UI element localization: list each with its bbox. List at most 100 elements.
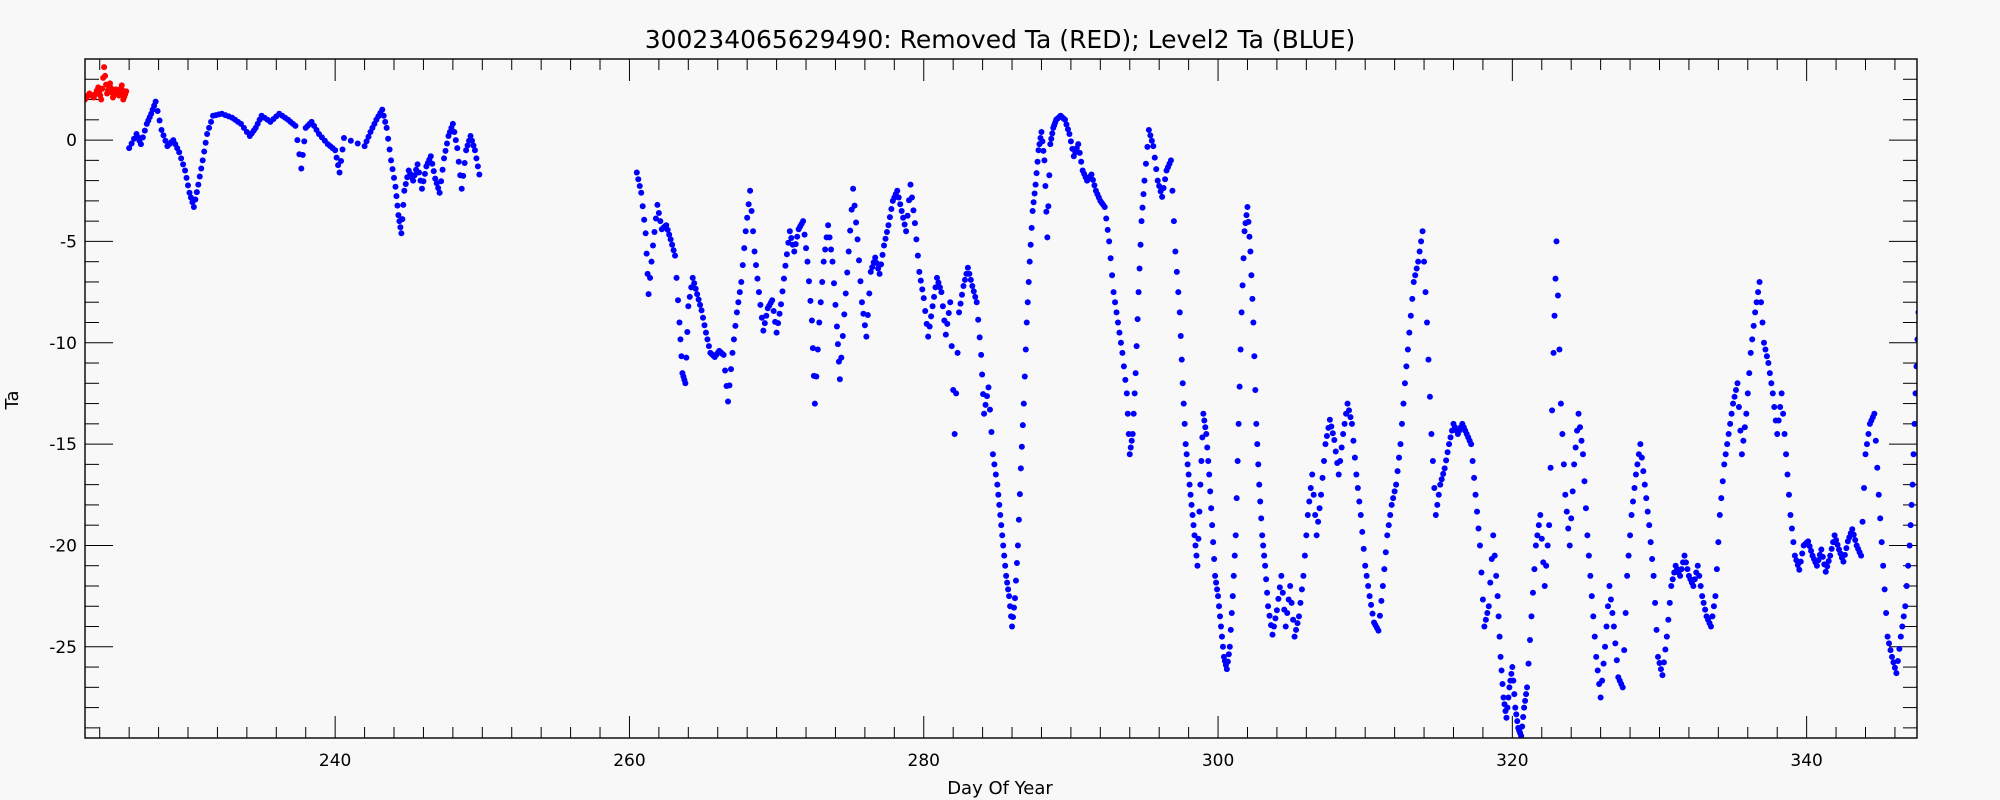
level2-point (380, 112, 387, 119)
x-tick-label: 320 (1496, 751, 1528, 771)
level2-point (907, 181, 914, 188)
level2-point (393, 193, 400, 200)
level2-point (676, 319, 683, 326)
level2-point (1518, 732, 1525, 738)
level2-point (1312, 512, 1319, 519)
level2-point (1447, 434, 1454, 441)
level2-point (1684, 566, 1691, 573)
level2-point (1167, 157, 1174, 164)
y-tick-label: 0 (66, 131, 77, 151)
x-axis-label: Day Of Year (947, 778, 1053, 799)
level2-point (1160, 185, 1167, 192)
level2-point (956, 309, 963, 316)
level2-point (1551, 312, 1558, 319)
level2-point (1730, 400, 1737, 407)
level2-point (1519, 723, 1526, 730)
level2-point (1159, 193, 1166, 200)
level2-point (791, 248, 798, 255)
level2-point (1248, 272, 1255, 279)
level2-point (979, 371, 986, 378)
level2-point (1356, 498, 1363, 505)
level2-point (1535, 522, 1542, 529)
level2-point (421, 170, 428, 177)
level2-point (1441, 465, 1448, 472)
level2-point (761, 320, 768, 327)
level2-point (838, 354, 845, 361)
level2-point (760, 327, 767, 334)
level2-point (1909, 481, 1916, 488)
level2-point (944, 320, 951, 327)
level2-point (1326, 416, 1333, 423)
level2-point (999, 532, 1006, 539)
level2-point (185, 182, 192, 189)
level2-point (454, 145, 461, 152)
level2-point (883, 228, 890, 235)
level2-point (1139, 204, 1146, 211)
level2-point (1434, 501, 1441, 508)
level2-point (1042, 183, 1049, 190)
level2-point (340, 135, 347, 142)
level2-point (1547, 464, 1554, 471)
x-tick-label: 260 (613, 751, 645, 771)
level2-point (388, 157, 395, 164)
level2-point (1346, 407, 1353, 414)
level2-point (1351, 454, 1358, 461)
level2-point (1207, 488, 1214, 495)
level2-point (1293, 626, 1300, 633)
x-tick-label: 340 (1790, 751, 1822, 771)
level2-point (1641, 481, 1648, 488)
level2-point (379, 106, 386, 113)
level2-point (1432, 512, 1439, 519)
level2-point (813, 373, 820, 380)
level2-point (394, 202, 401, 209)
level2-point (464, 142, 471, 149)
level2-point (978, 351, 985, 358)
level2-point (1659, 672, 1666, 679)
level2-point (1114, 319, 1121, 326)
level2-point (1446, 441, 1453, 448)
level2-point (1766, 370, 1773, 377)
level2-point (1195, 535, 1202, 542)
level2-point (1505, 694, 1512, 701)
level2-point (935, 279, 942, 286)
level2-point (1063, 121, 1070, 128)
level2-point (1431, 485, 1438, 492)
level2-point (1783, 451, 1790, 458)
level2-point (1412, 272, 1419, 279)
level2-point (436, 189, 443, 196)
level2-point (1378, 597, 1385, 604)
level2-point (1403, 363, 1410, 370)
level2-point (410, 177, 417, 184)
level2-point (730, 336, 737, 343)
level2-point (1423, 319, 1430, 326)
level2-point (1526, 637, 1533, 644)
level2-point (1646, 522, 1653, 529)
level2-point (972, 293, 979, 300)
level2-point (1422, 289, 1429, 296)
level2-point (1130, 410, 1137, 417)
level2-point (828, 246, 835, 253)
level2-point (1474, 508, 1481, 515)
level2-point (938, 289, 945, 296)
level2-point (748, 208, 755, 215)
level2-point (1785, 491, 1792, 498)
level2-point (1338, 444, 1345, 451)
level2-point (1499, 680, 1506, 687)
level2-point (1520, 714, 1527, 721)
level2-point (1896, 645, 1903, 652)
level2-point (1145, 126, 1152, 133)
level2-point (981, 410, 988, 417)
level2-point (1103, 215, 1110, 222)
level2-point (391, 174, 398, 181)
level2-point (1603, 623, 1610, 630)
level2-point (1665, 616, 1672, 623)
level2-point (1475, 525, 1482, 532)
level2-point (1552, 275, 1559, 282)
level2-point (633, 169, 640, 176)
level2-point (1182, 441, 1189, 448)
level2-point (1366, 593, 1373, 600)
level2-point (1741, 424, 1748, 431)
level2-point (929, 303, 936, 310)
level2-point (1681, 552, 1688, 559)
level2-point (959, 291, 966, 298)
